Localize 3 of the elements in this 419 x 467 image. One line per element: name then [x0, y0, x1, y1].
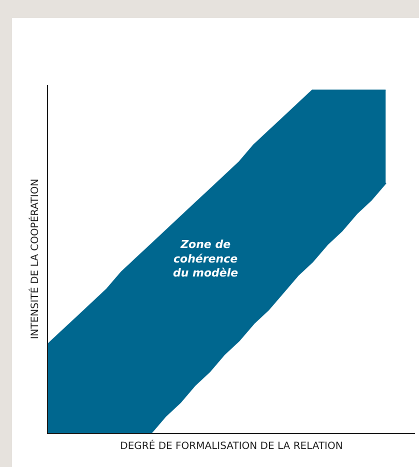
- x-axis-title: DEGRÉ DE FORMALISATION DE LA RELATION: [120, 438, 343, 452]
- annotation: Zone de cohérence du modèle: [173, 238, 239, 280]
- y-axis-title: INTENSITÉ DE LA COOPÉRATION: [28, 178, 41, 340]
